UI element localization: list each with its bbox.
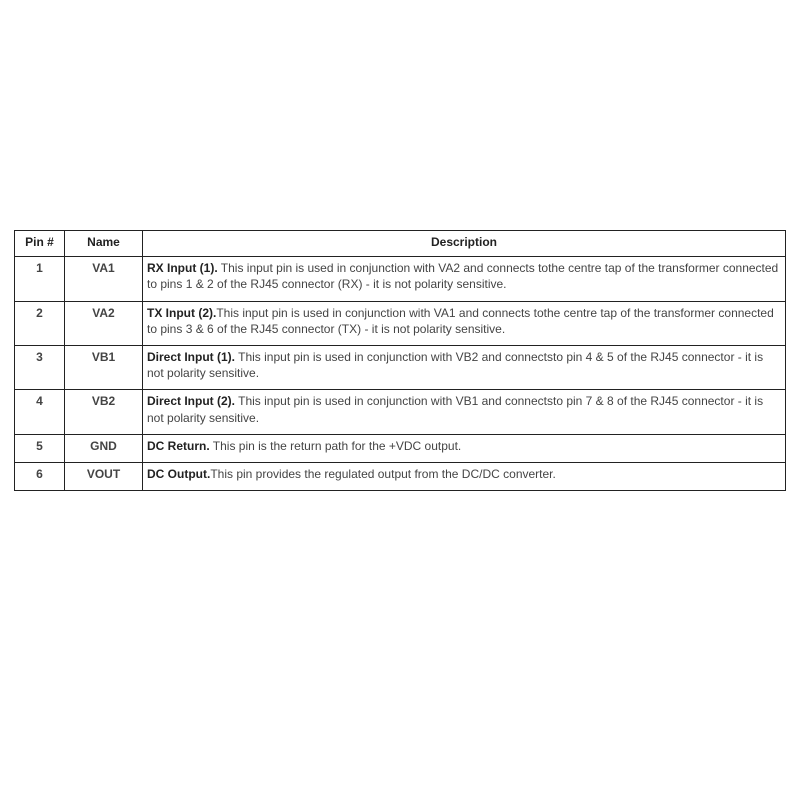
col-header-pin: Pin # — [15, 231, 65, 257]
pin-number: 3 — [15, 345, 65, 389]
signal-name: VB1 — [65, 345, 143, 389]
description: RX Input (1). This input pin is used in … — [143, 257, 786, 301]
desc-lead: DC Output. — [147, 467, 210, 481]
col-header-name: Name — [65, 231, 143, 257]
desc-lead: TX Input (2). — [147, 306, 216, 320]
signal-name: VB2 — [65, 390, 143, 434]
desc-lead: Direct Input (2). — [147, 394, 235, 408]
pin-number: 2 — [15, 301, 65, 345]
pin-number: 5 — [15, 434, 65, 462]
desc-body: This input pin is used in conjunction wi… — [147, 350, 763, 380]
desc-lead: DC Return. — [147, 439, 210, 453]
pin-number: 1 — [15, 257, 65, 301]
description: DC Output.This pin provides the regulate… — [143, 462, 786, 490]
description: Direct Input (1). This input pin is used… — [143, 345, 786, 389]
desc-body: This input pin is used in conjunction wi… — [147, 394, 763, 424]
col-header-desc: Description — [143, 231, 786, 257]
desc-body: This input pin is used in conjunction wi… — [147, 306, 774, 336]
page: Pin # Name Description 1 VA1 RX Input (1… — [0, 0, 800, 800]
signal-name: VA2 — [65, 301, 143, 345]
table-row: 4 VB2 Direct Input (2). This input pin i… — [15, 390, 786, 434]
table-header-row: Pin # Name Description — [15, 231, 786, 257]
pin-number: 4 — [15, 390, 65, 434]
table-row: 3 VB1 Direct Input (1). This input pin i… — [15, 345, 786, 389]
signal-name: VOUT — [65, 462, 143, 490]
desc-body: This pin is the return path for the +VDC… — [210, 439, 462, 453]
description: Direct Input (2). This input pin is used… — [143, 390, 786, 434]
desc-lead: Direct Input (1). — [147, 350, 235, 364]
table-row: 6 VOUT DC Output.This pin provides the r… — [15, 462, 786, 490]
desc-lead: RX Input (1). — [147, 261, 218, 275]
description: DC Return. This pin is the return path f… — [143, 434, 786, 462]
table-row: 1 VA1 RX Input (1). This input pin is us… — [15, 257, 786, 301]
signal-name: VA1 — [65, 257, 143, 301]
desc-body: This pin provides the regulated output f… — [210, 467, 556, 481]
table-body: 1 VA1 RX Input (1). This input pin is us… — [15, 257, 786, 491]
description: TX Input (2).This input pin is used in c… — [143, 301, 786, 345]
pin-number: 6 — [15, 462, 65, 490]
signal-name: GND — [65, 434, 143, 462]
pin-definition-table: Pin # Name Description 1 VA1 RX Input (1… — [14, 230, 786, 491]
table-row: 2 VA2 TX Input (2).This input pin is use… — [15, 301, 786, 345]
pin-table-container: Pin # Name Description 1 VA1 RX Input (1… — [14, 230, 786, 491]
desc-body: This input pin is used in conjunction wi… — [147, 261, 778, 291]
table-row: 5 GND DC Return. This pin is the return … — [15, 434, 786, 462]
